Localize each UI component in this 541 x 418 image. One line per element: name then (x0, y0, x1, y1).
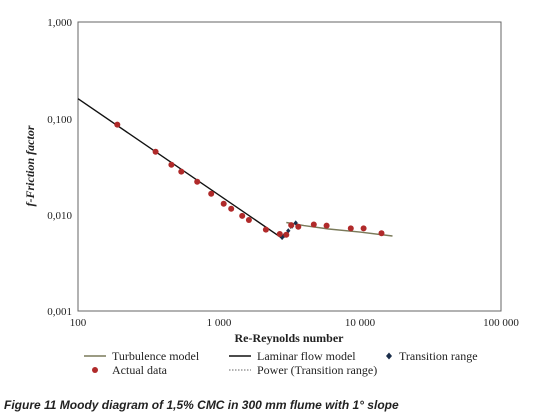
point-actual-data-14 (295, 223, 302, 230)
x-tick-label-100: 100 (70, 317, 87, 329)
point-actual-data-10 (262, 226, 269, 233)
point-actual-data-11 (276, 231, 283, 237)
legend: Turbulence model Actual data Laminar flo… (84, 349, 478, 377)
figure-caption: Figure 11 Moody diagram of 1,5% CMC in 3… (4, 398, 399, 412)
point-actual-data-6 (220, 200, 227, 207)
legend-swatch-transition-range (386, 352, 392, 360)
point-actual-data-16 (323, 222, 330, 229)
plot-area (77, 21, 502, 312)
point-actual-data-17 (347, 225, 354, 232)
legend-label-turbulence-model: Turbulence model (112, 349, 200, 363)
moody-diagram-chart: 1,000 0,100 0,010 0,001 100 1 000 10 000… (23, 17, 519, 377)
point-actual-data-19 (378, 230, 385, 237)
point-actual-data-4 (194, 178, 201, 185)
legend-label-actual-data: Actual data (112, 363, 168, 377)
x-axis-title: Re-Reynolds number (234, 331, 344, 345)
point-actual-data-18 (360, 225, 367, 232)
point-actual-data-12 (283, 231, 290, 238)
point-actual-data-0 (114, 121, 121, 128)
legend-label-power-transition-range: Power (Transition range) (257, 363, 377, 377)
point-actual-data-5 (208, 190, 215, 197)
x-tick-label-100000: 100 000 (483, 317, 519, 329)
point-actual-data-1 (152, 148, 159, 155)
series-line-turbulence-model (286, 221, 393, 237)
data-points (114, 121, 385, 241)
y-tick-label-0-01: 0,010 (47, 210, 72, 222)
legend-label-laminar-flow-model: Laminar flow model (257, 349, 356, 363)
point-actual-data-13 (288, 222, 295, 229)
x-tick-label-1000: 1 000 (207, 317, 232, 329)
point-actual-data-8 (239, 212, 246, 219)
point-actual-data-2 (168, 161, 175, 168)
legend-swatch-actual-data (92, 367, 98, 373)
y-tick-label-1: 1,000 (47, 17, 72, 29)
y-axis-title: f-Friction factor (23, 125, 37, 206)
model-lines (77, 98, 393, 240)
y-tick-label-0-1: 0,100 (47, 114, 72, 126)
point-actual-data-3 (178, 168, 185, 175)
legend-label-transition-range: Transition range (399, 349, 478, 363)
x-tick-label-10000: 10 000 (345, 317, 376, 329)
point-actual-data-9 (245, 217, 252, 223)
point-actual-data-7 (228, 205, 235, 212)
point-actual-data-15 (310, 221, 317, 228)
y-tick-label-0-001: 0,001 (47, 306, 72, 318)
